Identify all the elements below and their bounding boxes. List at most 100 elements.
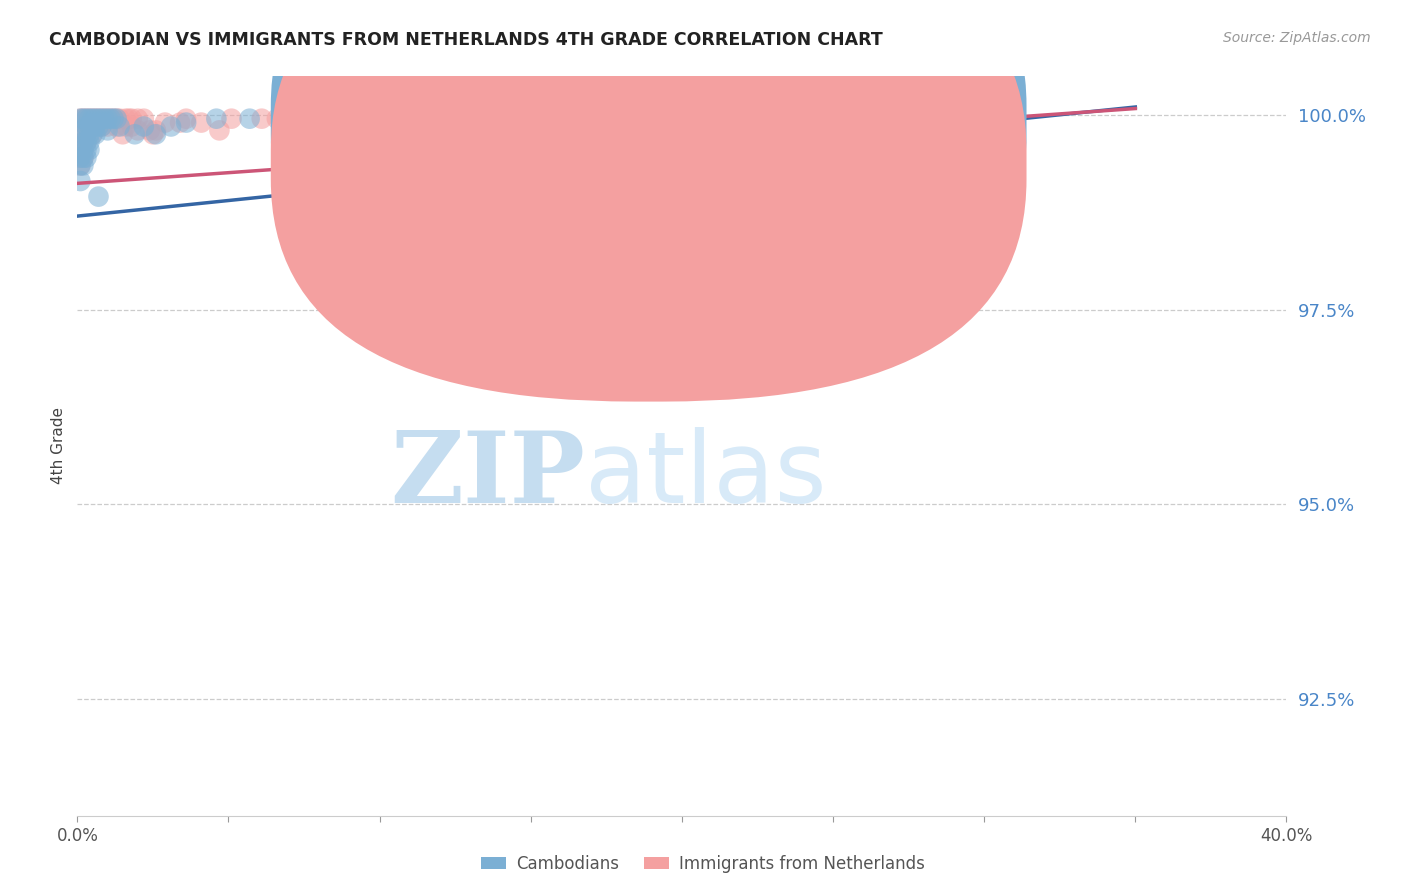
Point [72, 112, 94, 126]
Point [72, 135, 94, 149]
Point [69, 174, 91, 188]
Text: R = 0.351: R = 0.351 [673, 110, 763, 128]
Point [79, 120, 101, 134]
Point [205, 112, 228, 126]
Point [90, 112, 112, 126]
Point [72, 143, 94, 157]
Point [69, 158, 91, 172]
Point [239, 112, 262, 126]
Point [96, 112, 118, 126]
Point [127, 112, 149, 126]
Point [208, 123, 231, 137]
Point [114, 112, 136, 126]
Text: ZIP: ZIP [391, 427, 585, 524]
Point [79, 143, 101, 157]
Text: R = 0.384: R = 0.384 [673, 154, 763, 172]
Point [174, 115, 197, 129]
Point [79, 135, 101, 149]
Point [103, 112, 125, 126]
Point [69, 143, 91, 157]
Point [75, 135, 97, 149]
Point [100, 112, 122, 126]
Point [96, 123, 118, 137]
Point [124, 128, 146, 142]
Point [221, 112, 243, 126]
Point [84, 120, 107, 134]
Point [82, 128, 104, 142]
Point [75, 143, 97, 157]
Point [174, 112, 197, 126]
Point [75, 112, 97, 126]
Point [973, 112, 995, 126]
Point [139, 123, 162, 137]
Point [90, 112, 112, 126]
Point [75, 112, 97, 126]
Point [82, 112, 104, 126]
Point [75, 128, 97, 142]
Point [69, 151, 91, 165]
Point [82, 112, 104, 126]
Point [72, 128, 94, 142]
Point [84, 128, 107, 142]
Text: N = 50: N = 50 [785, 154, 848, 172]
Point [105, 120, 128, 134]
Point [72, 158, 94, 172]
Point [72, 143, 94, 157]
Point [69, 112, 91, 126]
Point [160, 120, 183, 134]
Point [87, 112, 110, 126]
Point [82, 128, 104, 142]
Point [132, 112, 155, 126]
Text: N = 36: N = 36 [785, 110, 848, 128]
Point [105, 112, 128, 126]
Point [75, 120, 97, 134]
Point [271, 112, 294, 126]
Point [93, 112, 115, 126]
Point [87, 120, 110, 134]
Point [69, 112, 91, 126]
Point [82, 120, 104, 134]
Point [87, 112, 110, 126]
Legend: Cambodians, Immigrants from Netherlands: Cambodians, Immigrants from Netherlands [474, 848, 932, 880]
Point [75, 128, 97, 142]
Point [72, 128, 94, 142]
Point [79, 112, 101, 126]
Point [72, 112, 94, 126]
Text: atlas: atlas [585, 427, 827, 524]
Text: CAMBODIAN VS IMMIGRANTS FROM NETHERLANDS 4TH GRADE CORRELATION CHART: CAMBODIAN VS IMMIGRANTS FROM NETHERLANDS… [49, 31, 883, 49]
Point [142, 128, 165, 142]
Point [87, 189, 110, 203]
Point [105, 112, 128, 126]
Point [69, 158, 91, 172]
Point [266, 112, 288, 126]
Point [96, 120, 118, 134]
Point [108, 120, 131, 134]
Point [145, 128, 167, 142]
Point [79, 128, 101, 142]
Point [84, 112, 107, 126]
Point [72, 135, 94, 149]
Point [108, 112, 131, 126]
Point [72, 151, 94, 165]
Point [93, 112, 115, 126]
FancyBboxPatch shape [271, 0, 1026, 357]
Point [121, 112, 143, 126]
Point [121, 120, 143, 134]
Point [79, 120, 101, 134]
Point [114, 120, 136, 134]
FancyBboxPatch shape [603, 79, 894, 202]
FancyBboxPatch shape [271, 0, 1026, 401]
Point [79, 112, 101, 126]
Point [132, 120, 155, 134]
Point [190, 115, 212, 129]
Point [295, 112, 318, 126]
Point [84, 120, 107, 134]
Point [145, 123, 167, 137]
Point [69, 151, 91, 165]
Point [75, 120, 97, 134]
Point [82, 120, 104, 134]
Text: Source: ZipAtlas.com: Source: ZipAtlas.com [1223, 31, 1371, 45]
Point [75, 151, 97, 165]
Point [100, 112, 122, 126]
Point [169, 115, 191, 129]
